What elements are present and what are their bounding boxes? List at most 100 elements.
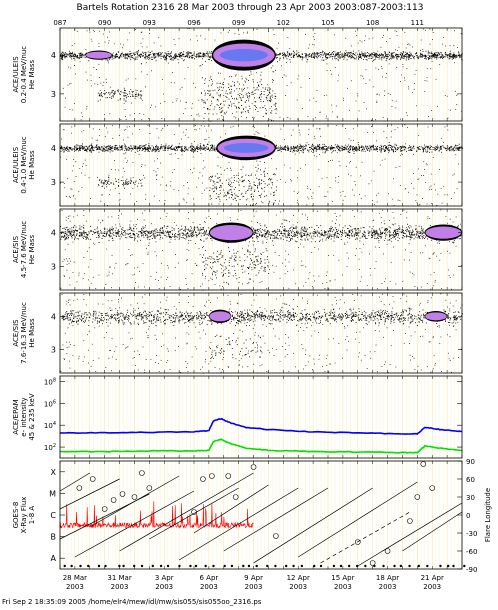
data-point [305,145,307,147]
data-point [227,107,229,109]
data-point [351,57,353,58]
data-point [246,79,248,81]
data-point [162,149,164,151]
data-point [301,146,303,148]
data-point [123,99,125,101]
data-point [450,56,452,58]
data-point [386,146,388,147]
data-point [347,52,349,54]
data-point [358,50,360,52]
data-point [103,92,105,94]
data-point [298,146,300,148]
data-point [331,148,333,150]
data-point [389,54,391,56]
data-point [403,57,405,59]
data-point [342,146,344,147]
data-point [385,145,386,147]
data-point [148,150,150,152]
panel-label: ACE/SIS4.5-7.6 MeV/nucHe Mass [12,221,36,278]
data-point [132,177,134,178]
data-point [381,147,382,149]
data-point [109,189,111,191]
data-point [101,238,103,239]
data-point [330,73,332,75]
data-point [409,51,411,53]
data-point [188,55,190,57]
data-point [172,59,174,61]
data-point [123,183,125,185]
data-point [125,53,127,55]
data-point [346,54,348,56]
data-point [430,51,432,53]
data-point [379,148,381,150]
data-point [427,146,429,148]
data-point [267,89,269,91]
data-point [111,90,113,92]
data-point [192,54,194,56]
data-point [393,205,395,206]
data-point [226,97,228,98]
data-point [427,52,429,54]
data-point [395,107,397,109]
data-point [206,52,208,54]
data-point [198,115,200,117]
data-point [449,109,451,111]
data-point [334,67,336,68]
data-point [404,146,405,148]
data-point [123,153,125,155]
data-point [154,53,156,55]
data-point [362,54,364,56]
data-point [437,54,439,56]
data-point [325,145,326,147]
data-point [347,173,349,175]
data-point [315,55,317,57]
data-point [307,116,309,117]
data-point [434,150,436,151]
data-point [406,150,407,152]
panel-label-line: 0.2-0.4 MeV/nuc [20,46,28,103]
panel-label: ACE/ULEIS0.2-0.4 MeV/nucHe Mass [12,46,36,103]
data-point [454,54,456,56]
data-point [64,147,66,149]
data-point [408,54,410,56]
data-point [220,102,222,104]
data-point [290,146,292,148]
data-point [404,79,406,81]
data-point [363,146,365,148]
data-point [247,190,248,191]
data-point [75,55,77,57]
data-point [313,53,315,54]
data-point [265,87,267,89]
data-point [160,145,162,147]
data-point [403,56,405,58]
data-point [191,56,193,58]
data-point [211,150,213,151]
data-point [241,177,243,178]
data-point [403,55,405,57]
data-point [438,150,440,152]
data-point [106,127,108,129]
data-point [357,95,359,97]
data-point [359,194,360,195]
data-point [191,143,193,145]
data-point [60,145,62,147]
data-point [79,56,81,58]
data-point [100,180,102,182]
data-point [157,158,159,160]
data-point [182,54,184,56]
data-point [219,86,221,88]
data-point [342,146,344,148]
data-point [388,63,390,65]
data-point [189,52,191,54]
data-point [436,55,438,57]
data-point [78,147,80,149]
data-point [426,147,428,149]
data-point [359,55,361,57]
data-point [397,147,399,149]
data-point [169,185,171,187]
data-point [129,50,131,52]
data-point [309,148,311,150]
data-point [414,56,416,57]
data-point [186,148,188,150]
data-point [431,145,432,147]
